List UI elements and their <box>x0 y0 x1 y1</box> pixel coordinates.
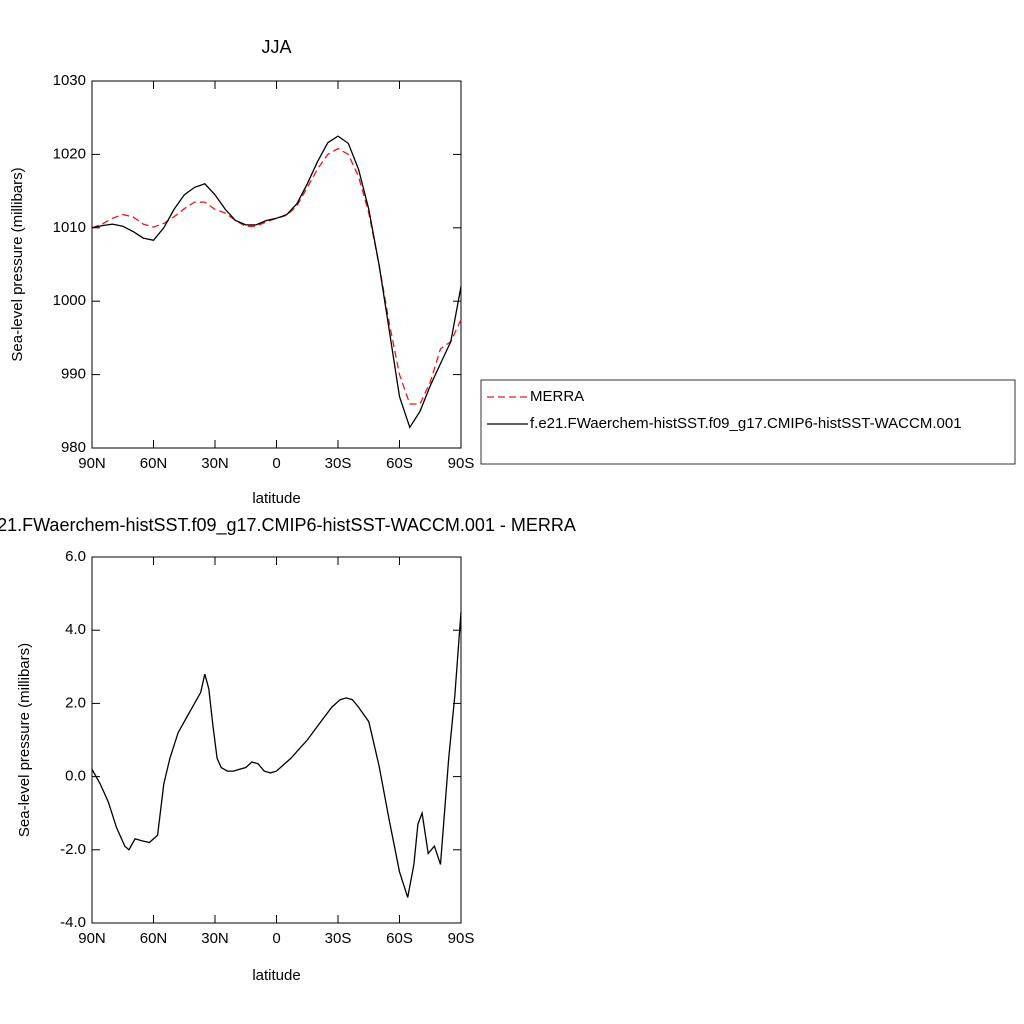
x-tick-label: 0 <box>272 455 280 472</box>
x-tick-label: 0 <box>272 930 280 947</box>
y-tick-label: 1010 <box>53 219 86 236</box>
plot-frame <box>91 556 462 924</box>
x-tick-label: 90N <box>78 455 106 472</box>
y-axis-label: Sea-level pressure (millibars) <box>9 167 26 361</box>
x-tick-label: 90S <box>448 930 475 947</box>
y-tick-label: 990 <box>61 366 86 383</box>
x-tick-label: 60N <box>140 930 168 947</box>
legend-label: f.e21.FWaerchem-histSST.f09_g17.CMIP6-hi… <box>530 415 962 432</box>
x-tick-label: 60S <box>386 455 413 472</box>
x-tick-label: 30N <box>201 930 229 947</box>
y-tick-label: 1020 <box>53 145 86 162</box>
data-line <box>91 135 462 429</box>
legend-label: MERRA <box>530 388 584 405</box>
y-tick-label: 1000 <box>53 292 86 309</box>
y-tick-label: 2.0 <box>65 694 86 711</box>
plot-frame <box>91 80 462 449</box>
y-tick-label: 4.0 <box>65 621 86 638</box>
legend-box <box>480 379 1016 465</box>
x-axis-label: latitude <box>252 967 300 984</box>
y-tick-label: -2.0 <box>60 841 86 858</box>
y-tick-label: 980 <box>61 439 86 456</box>
x-tick-label: 90S <box>448 455 475 472</box>
x-tick-label: 30S <box>325 930 352 947</box>
chart-title: JJA <box>261 37 291 57</box>
y-tick-label: 6.0 <box>65 548 86 565</box>
x-tick-label: 60N <box>140 455 168 472</box>
data-line <box>91 611 462 898</box>
x-axis-label: latitude <box>252 490 300 507</box>
y-tick-label: 1030 <box>53 72 86 89</box>
y-axis-label: Sea-level pressure (millibars) <box>16 643 33 837</box>
y-tick-label: -4.0 <box>60 914 86 931</box>
y-tick-label: 0.0 <box>65 768 86 785</box>
data-line <box>91 147 462 405</box>
x-tick-label: 90N <box>78 930 106 947</box>
x-tick-label: 30S <box>325 455 352 472</box>
chart-title: f.e21.FWaerchem-histSST.f09_g17.CMIP6-hi… <box>0 515 576 536</box>
x-tick-label: 60S <box>386 930 413 947</box>
x-tick-label: 30N <box>201 455 229 472</box>
